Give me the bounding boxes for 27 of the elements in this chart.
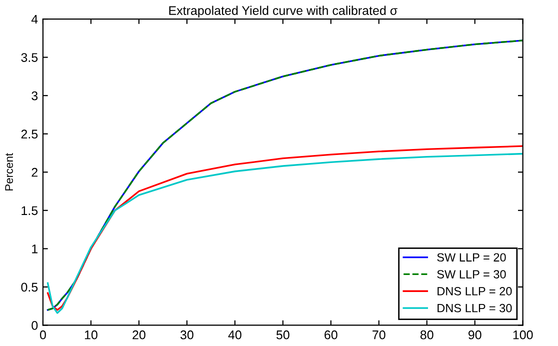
legend-label: SW LLP = 30 <box>437 270 506 278</box>
legend-label: DNS LLP = 30 <box>438 304 512 312</box>
y-tick-label: 1 <box>32 244 38 254</box>
line-series <box>46 40 523 311</box>
x-tick-label: 80 <box>420 330 434 340</box>
x-tick-label: 50 <box>276 330 290 340</box>
x-tick-label: 30 <box>180 330 194 340</box>
x-tick-label: 60 <box>324 330 338 340</box>
x-tick-label: 0 <box>40 330 46 340</box>
x-tick-label: 100 <box>513 330 533 340</box>
y-tick-label: 3 <box>32 91 38 100</box>
chart-title: Extrapolated Yield curve with calibrated σ <box>169 6 398 18</box>
x-tick-label: 10 <box>84 330 98 340</box>
x-tick-label: 20 <box>132 330 146 340</box>
y-tick-label: 0 <box>32 321 38 330</box>
y-axis-title: Percent <box>5 153 13 190</box>
y-tick-label: 1.5 <box>22 206 38 216</box>
x-tick-label: 70 <box>372 330 386 340</box>
y-tick-label: 3.5 <box>21 53 38 62</box>
legend-label: SW LLP = 20 <box>437 253 506 262</box>
y-tick-label: 0.5 <box>21 282 38 292</box>
y-tick-label: 2 <box>32 168 38 177</box>
x-tick-label: 90 <box>468 330 482 340</box>
x-tick-label: 40 <box>228 330 242 340</box>
y-tick-label: 4 <box>31 14 38 24</box>
y-tick-label: 2.5 <box>21 130 38 139</box>
legend-label: DNS LLP = 20 <box>438 287 512 296</box>
